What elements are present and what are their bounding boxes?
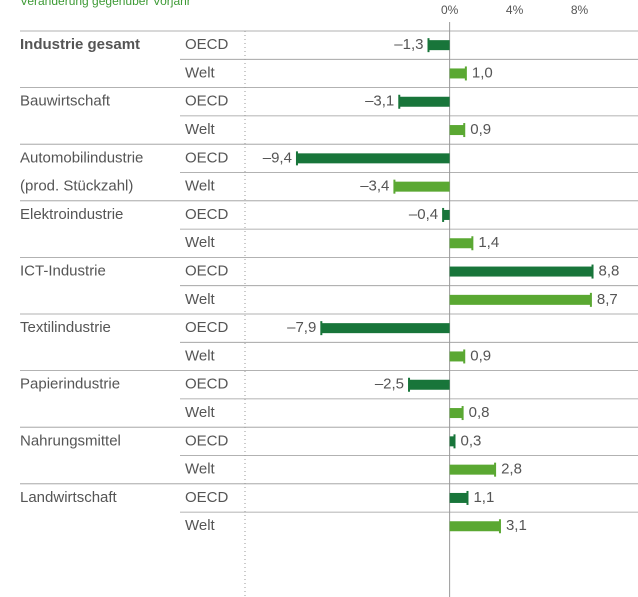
bar: [449, 266, 593, 277]
series-label: OECD: [185, 36, 229, 53]
value-label: –0,4: [409, 206, 438, 223]
category-label: Bauwirtschaft: [20, 93, 111, 110]
bar: [428, 40, 450, 51]
value-label: 1,4: [478, 234, 499, 251]
bar: [449, 464, 496, 475]
value-label: 8,7: [597, 291, 618, 308]
value-label: –9,4: [263, 149, 292, 166]
series-label: Welt: [185, 178, 216, 195]
x-tick-label: 0%: [441, 3, 459, 17]
series-label: Welt: [185, 291, 216, 308]
category-label: Nahrungsmittel: [20, 432, 121, 449]
value-label: 0,9: [470, 121, 491, 138]
category-note: (prod. Stückzahl): [20, 178, 133, 195]
series-label: OECD: [185, 432, 229, 449]
bar: [449, 351, 465, 362]
value-label: 0,3: [460, 432, 481, 449]
value-label: –3,4: [360, 178, 389, 195]
value-label: –2,5: [375, 376, 404, 393]
category-label: Automobilindustrie: [20, 149, 143, 166]
value-label: 0,9: [470, 347, 491, 364]
x-tick-label: 8%: [571, 3, 589, 17]
category-label: Elektroindustrie: [20, 206, 123, 223]
series-label: OECD: [185, 263, 229, 280]
bar: [296, 153, 450, 164]
subtitle: Veränderung gegenüber Vorjahr: [20, 0, 191, 8]
category-label: Textilindustrie: [20, 319, 111, 336]
value-label: –7,9: [287, 319, 316, 336]
value-label: –1,3: [394, 36, 423, 53]
bar: [449, 492, 468, 503]
series-label: Welt: [185, 517, 216, 534]
category-label: ICT-Industrie: [20, 263, 106, 280]
category-label: Papierindustrie: [20, 376, 120, 393]
value-label: 0,8: [469, 404, 490, 421]
value-label: –3,1: [365, 93, 394, 110]
series-label: OECD: [185, 376, 229, 393]
bar: [409, 379, 450, 390]
value-label: 1,1: [473, 489, 494, 506]
series-label: OECD: [185, 319, 229, 336]
category-label: Landwirtschaft: [20, 489, 118, 506]
series-label: Welt: [185, 121, 216, 138]
bar: [394, 181, 450, 192]
series-label: OECD: [185, 489, 229, 506]
x-tick-label: 4%: [506, 3, 524, 17]
value-label: 3,1: [506, 517, 527, 534]
bar: [449, 436, 455, 447]
bar: [449, 294, 591, 305]
bar: [449, 125, 465, 136]
value-label: 2,8: [501, 461, 522, 478]
series-label: OECD: [185, 206, 229, 223]
series-label: Welt: [185, 64, 216, 81]
series-label: Welt: [185, 234, 216, 251]
series-label: OECD: [185, 149, 229, 166]
series-label: Welt: [185, 404, 216, 421]
bar: [449, 408, 463, 419]
series-label: Welt: [185, 347, 216, 364]
value-label: 8,8: [599, 263, 620, 280]
category-label: Industrie gesamt: [20, 36, 140, 53]
value-label: 1,0: [472, 64, 493, 81]
series-label: OECD: [185, 93, 229, 110]
bar: [449, 521, 500, 532]
bar: [449, 68, 466, 79]
series-label: Welt: [185, 461, 216, 478]
bar: [443, 209, 450, 220]
bar: [321, 323, 450, 334]
bar: [399, 96, 450, 107]
bar: [449, 238, 473, 249]
